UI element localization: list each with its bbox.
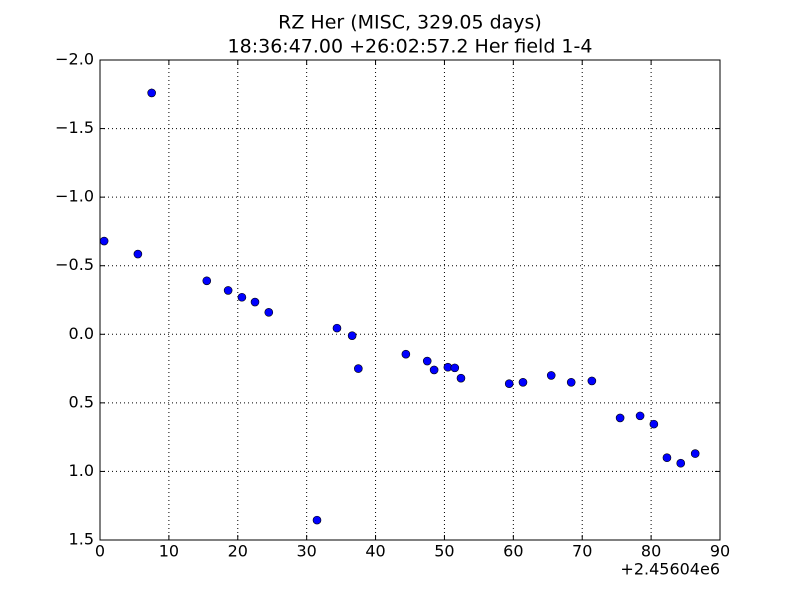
- plot-frame: [99, 59, 721, 541]
- point: [676, 458, 686, 468]
- point: [635, 411, 645, 421]
- point: [147, 88, 156, 98]
- point: [587, 376, 597, 386]
- y-tick-label: 1.5: [69, 530, 94, 549]
- point: [354, 364, 363, 373]
- y-tick-label: 0.5: [69, 392, 94, 411]
- x-tick-label: 50: [434, 542, 454, 561]
- x-tick-label: 40: [365, 542, 385, 561]
- point: [566, 377, 576, 387]
- point: [649, 419, 659, 429]
- point: [615, 413, 625, 423]
- y-tick-label: −1.5: [55, 118, 94, 137]
- point: [133, 249, 143, 259]
- x-tick-label: 60: [503, 542, 523, 561]
- point: [690, 449, 700, 458]
- point: [429, 365, 439, 375]
- point: [99, 236, 109, 246]
- x-tick-label: 0: [95, 542, 105, 561]
- x-tick-label: 80: [641, 542, 661, 561]
- chart-subtitle: 18:36:47.00 +26:02:57.2 Her field 1-4: [228, 36, 593, 58]
- x-tick-label: 30: [296, 542, 316, 561]
- point: [250, 297, 260, 307]
- point: [450, 363, 460, 373]
- point: [332, 323, 342, 333]
- point: [662, 453, 672, 463]
- point: [546, 371, 556, 380]
- point: [237, 292, 247, 302]
- x-tick-label: 10: [159, 542, 179, 561]
- y-tick-label: 0.0: [69, 324, 94, 343]
- point: [422, 356, 432, 366]
- y-tick-label: −0.5: [55, 255, 94, 274]
- chart-title: RZ Her (MISC, 329.05 days): [278, 12, 542, 34]
- y-tick-label: 1.0: [69, 461, 94, 480]
- y-tick-label: −2.0: [55, 50, 94, 69]
- x-tick-label: 90: [710, 542, 730, 561]
- point: [504, 379, 514, 388]
- point: [202, 276, 212, 286]
- x-tick-label: 70: [572, 542, 592, 561]
- point: [456, 373, 466, 383]
- point: [223, 286, 233, 295]
- x-tick-label: 20: [228, 542, 248, 561]
- x-offset-label: +2.45604e6: [620, 560, 720, 579]
- point: [264, 308, 274, 317]
- point: [401, 349, 411, 359]
- point: [518, 377, 528, 387]
- y-tick-label: −1.0: [55, 187, 94, 206]
- point: [347, 331, 357, 340]
- point: [312, 515, 322, 525]
